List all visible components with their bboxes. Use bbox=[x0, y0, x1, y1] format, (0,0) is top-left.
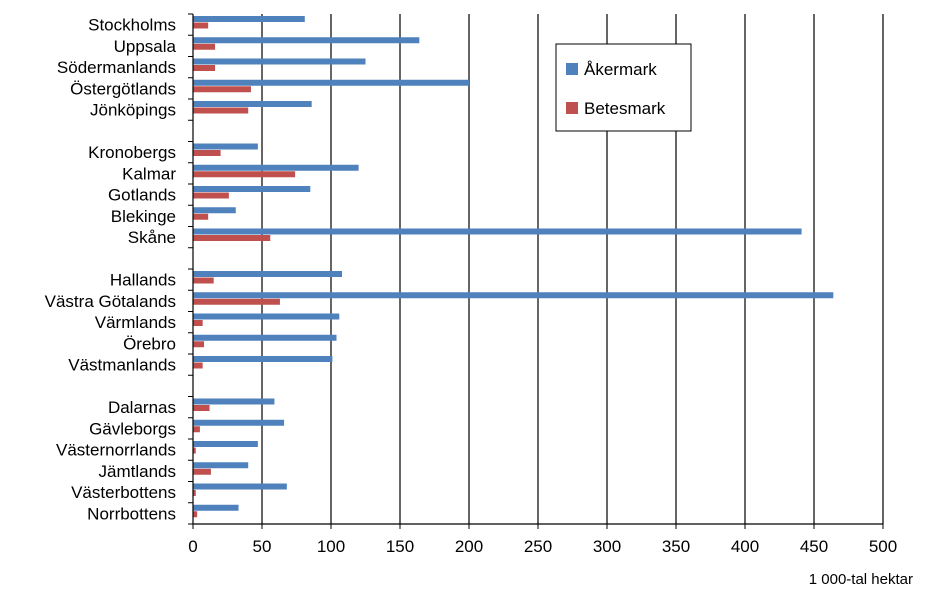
bar-betesmark-uppsala bbox=[193, 43, 216, 50]
bar-akermark-ostergotlands bbox=[193, 79, 469, 86]
x-tick-label: 450 bbox=[800, 537, 828, 556]
bar-akermark-orebro bbox=[193, 334, 337, 341]
category-labels: Stockholms Uppsala Södermanlands Östergötla… bbox=[45, 16, 177, 524]
category-label-gotlands: Gotlands bbox=[108, 186, 176, 205]
bar-akermark-hallands bbox=[193, 271, 343, 277]
axes bbox=[188, 13, 884, 529]
legend: Åkermark Betesmark bbox=[555, 43, 692, 132]
category-label-ostergotlands: Östergötlands bbox=[70, 79, 176, 98]
legend-box bbox=[555, 43, 692, 132]
bar-akermark-skane bbox=[193, 228, 802, 235]
legend-label-betesmark: Betesmark bbox=[584, 99, 666, 118]
bar-akermark-sodermanlands bbox=[193, 58, 366, 65]
bar-betesmark-vastra-gotalands bbox=[193, 298, 280, 305]
x-tick-label: 100 bbox=[317, 537, 345, 556]
legend-swatch-akermark bbox=[566, 63, 578, 75]
x-tick-label: 350 bbox=[662, 537, 690, 556]
bar-betesmark-kalmar bbox=[193, 171, 296, 178]
bar-akermark-norrbottens bbox=[193, 504, 239, 511]
x-tick-label: 200 bbox=[455, 537, 483, 556]
bar-betesmark-jamtlands bbox=[193, 468, 211, 475]
x-tick-labels: 0 50 100 150 200 250 300 350 400 450 500 bbox=[188, 537, 897, 556]
x-tick-label: 0 bbox=[188, 537, 197, 556]
bar-akermark-jamtlands bbox=[193, 462, 249, 469]
category-label-stockholms: Stockholms bbox=[88, 16, 176, 35]
bar-akermark-vasterbottens bbox=[193, 483, 287, 490]
category-label-norrbottens: Norrbottens bbox=[87, 504, 176, 523]
category-label-vasterbottens: Västerbottens bbox=[71, 483, 176, 502]
category-label-vastra-gotalands: Västra Götalands bbox=[45, 292, 176, 311]
x-axis-label: 1 000-tal hektar bbox=[809, 571, 913, 588]
x-tick-label: 50 bbox=[253, 537, 272, 556]
bar-betesmark-norrbottens bbox=[193, 511, 198, 518]
bars bbox=[193, 16, 834, 518]
x-tick-label: 500 bbox=[869, 537, 897, 556]
category-label-vasternorrlands: Västernorrlands bbox=[56, 441, 176, 460]
bar-betesmark-hallands bbox=[193, 277, 214, 284]
bar-betesmark-gavleborgs bbox=[193, 426, 200, 433]
bar-akermark-vasternorrlands bbox=[193, 441, 258, 447]
bar-akermark-vastmanlands bbox=[193, 356, 333, 362]
bar-betesmark-vasterbottens bbox=[193, 490, 196, 496]
bar-akermark-gotlands bbox=[193, 186, 311, 192]
bar-betesmark-jonkopings bbox=[193, 107, 249, 114]
bar-betesmark-vastmanlands bbox=[193, 362, 203, 369]
category-label-jonkopings: Jönköpings bbox=[90, 101, 176, 120]
category-label-orebro: Örebro bbox=[123, 334, 176, 353]
bar-betesmark-varmlands bbox=[193, 320, 203, 326]
x-tick-label: 400 bbox=[731, 537, 759, 556]
bar-betesmark-stockholms bbox=[193, 22, 209, 29]
bar-betesmark-vasternorrlands bbox=[193, 447, 196, 454]
legend-label-akermark: Åkermark bbox=[584, 60, 657, 79]
bar-akermark-dalarnas bbox=[193, 398, 275, 405]
x-tick-label: 300 bbox=[593, 537, 621, 556]
category-label-skane: Skåne bbox=[128, 228, 176, 247]
bar-akermark-varmlands bbox=[193, 313, 340, 320]
category-label-jamtlands: Jämtlands bbox=[99, 462, 176, 481]
bar-betesmark-gotlands bbox=[193, 192, 229, 199]
bar-akermark-jonkopings bbox=[193, 101, 312, 107]
bar-akermark-gavleborgs bbox=[193, 419, 285, 426]
category-label-dalarnas: Dalarnas bbox=[108, 398, 176, 417]
bar-betesmark-ostergotlands bbox=[193, 86, 251, 93]
category-label-gavleborgs: Gävleborgs bbox=[89, 419, 176, 438]
category-label-kalmar: Kalmar bbox=[122, 164, 176, 183]
category-label-sodermanlands: Södermanlands bbox=[57, 58, 176, 77]
category-label-hallands: Hallands bbox=[110, 271, 176, 290]
category-label-kronobergs: Kronobergs bbox=[88, 143, 176, 162]
bar-betesmark-dalarnas bbox=[193, 405, 210, 411]
bar-betesmark-kronobergs bbox=[193, 150, 221, 156]
bar-betesmark-orebro bbox=[193, 341, 205, 348]
x-tick-label: 150 bbox=[386, 537, 414, 556]
bar-akermark-kronobergs bbox=[193, 143, 258, 150]
category-label-vastmanlands: Västmanlands bbox=[68, 356, 176, 375]
bar-betesmark-sodermanlands bbox=[193, 65, 216, 71]
bar-akermark-kalmar bbox=[193, 164, 359, 171]
category-label-uppsala: Uppsala bbox=[114, 37, 177, 56]
bar-betesmark-blekinge bbox=[193, 213, 209, 220]
bar-betesmark-skane bbox=[193, 235, 271, 241]
bar-akermark-blekinge bbox=[193, 207, 236, 214]
category-label-blekinge: Blekinge bbox=[111, 207, 176, 226]
bar-akermark-stockholms bbox=[193, 16, 305, 22]
bar-akermark-uppsala bbox=[193, 37, 420, 44]
category-label-varmlands: Värmlands bbox=[95, 313, 176, 332]
legend-swatch-betesmark bbox=[566, 102, 578, 114]
x-tick-label: 250 bbox=[524, 537, 552, 556]
bar-akermark-vastra-gotalands bbox=[193, 292, 834, 299]
